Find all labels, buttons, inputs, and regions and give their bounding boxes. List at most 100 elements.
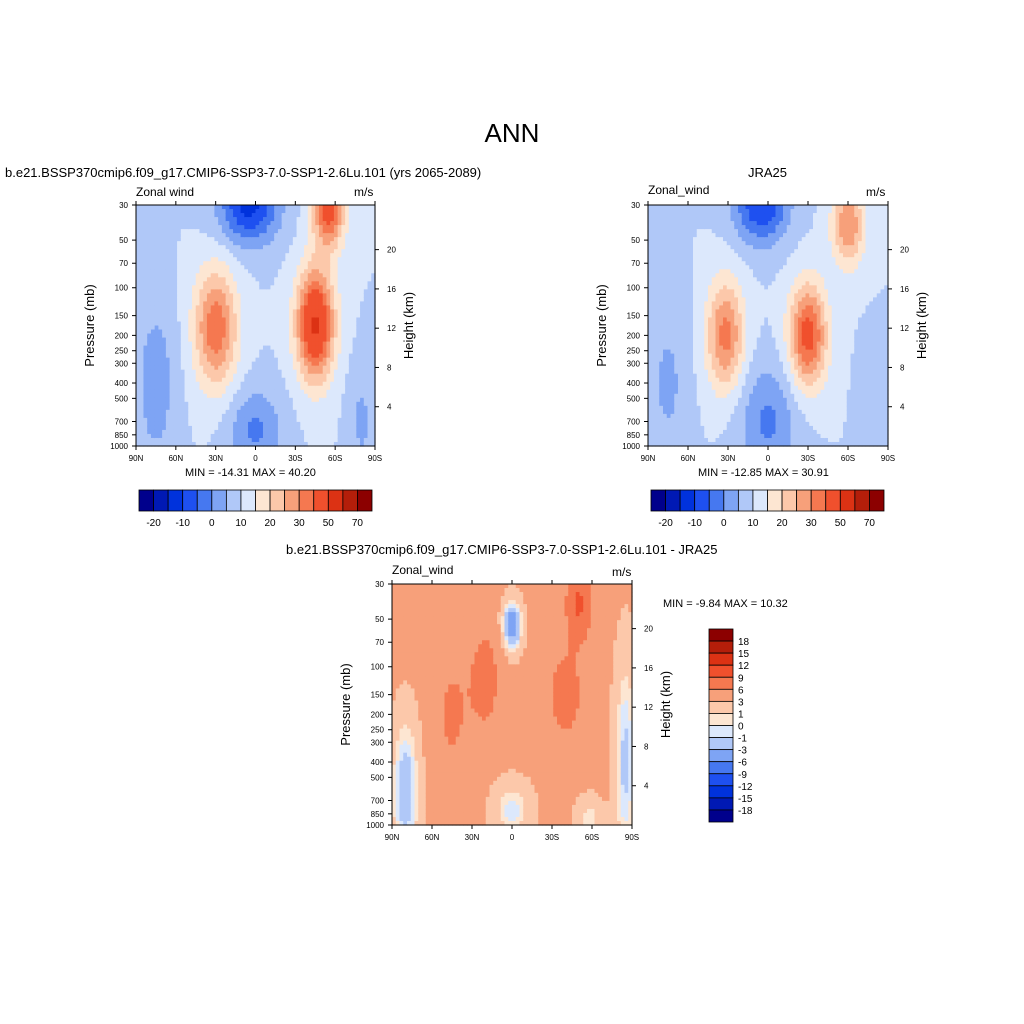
panel2-cell — [693, 433, 698, 439]
panel1-cell — [304, 377, 309, 383]
panel1-cell — [240, 313, 245, 319]
panel1-cell — [165, 421, 171, 427]
panel2-cell — [708, 225, 713, 230]
panel1-cell — [341, 317, 346, 323]
panel1-cell — [307, 241, 313, 246]
panel2-cell — [696, 429, 702, 435]
panel1-cell — [274, 233, 279, 238]
panel1-cell — [311, 429, 316, 435]
panel1-xtick-label: 30N — [208, 454, 223, 463]
panel1-cell — [199, 289, 204, 294]
panel2-cell — [681, 217, 687, 222]
panel2-cell — [678, 369, 683, 375]
panel1-cell — [292, 293, 298, 298]
panel1-cell — [218, 241, 223, 246]
panel1-cell — [218, 377, 223, 383]
panel2-cell — [704, 437, 709, 443]
panel1-cell — [352, 309, 357, 315]
panel1-cell — [177, 205, 182, 210]
panel1-cell — [371, 429, 376, 435]
panel2-cell — [663, 437, 668, 443]
panel2-cell — [693, 301, 698, 307]
panel2-cell — [681, 325, 687, 331]
panel1-cell — [367, 341, 372, 347]
panel2-cell — [666, 257, 672, 262]
panel2-cell — [663, 417, 668, 423]
panel2-cell — [700, 381, 705, 387]
panel2-cell — [708, 421, 713, 427]
panel1-cell — [292, 269, 298, 274]
panel1-cell — [203, 337, 208, 343]
panel2-cell — [651, 313, 657, 319]
panel2-cell — [708, 401, 713, 407]
panel2-cell — [670, 289, 675, 294]
panel1-cell — [259, 245, 264, 250]
panel1-cell — [259, 233, 264, 238]
panel1-cell — [162, 389, 167, 395]
panel1-cell — [289, 325, 294, 331]
panel2-cell — [696, 393, 702, 399]
panel2-cell — [678, 213, 683, 218]
panel1-cell — [150, 433, 156, 439]
panel1-cell — [292, 409, 298, 415]
panel1-cell — [337, 209, 342, 214]
panel1-cell — [345, 261, 350, 266]
panel1-cell — [139, 285, 145, 290]
panel1-cell — [139, 417, 145, 423]
panel1-cell — [162, 261, 167, 266]
panel1-cell — [262, 233, 268, 238]
panel2-cell — [704, 321, 709, 327]
panel2-cell — [708, 413, 713, 419]
panel2-cell — [655, 293, 660, 298]
panel2-cell — [648, 313, 653, 319]
panel1-cell — [326, 261, 331, 266]
panel1-cell — [218, 441, 223, 447]
panel1-cell — [315, 337, 320, 343]
panel1-cell — [262, 397, 268, 403]
panel1-cell — [192, 341, 197, 347]
panel1-cell — [304, 285, 309, 290]
panel1-cell — [345, 325, 350, 331]
panel1-cell — [139, 257, 145, 262]
panel1-cell — [289, 385, 294, 391]
panel1-cell — [154, 285, 159, 290]
panel1-cell — [341, 401, 346, 407]
panel1-cell — [259, 393, 264, 399]
panel2-cell — [693, 365, 698, 371]
panel1-cell — [165, 317, 171, 323]
panel1-cell — [304, 273, 309, 278]
panel1-cell — [162, 321, 167, 327]
panel1-cell — [192, 241, 197, 246]
panel1-cell — [281, 205, 286, 210]
panel1-cell — [173, 221, 178, 226]
panel2-cell — [678, 429, 683, 435]
panel1-cell — [169, 357, 174, 363]
panel2-cell — [674, 393, 679, 399]
panel1-cell — [318, 205, 324, 210]
panel1-cell — [240, 301, 245, 307]
panel1-cell — [244, 437, 249, 443]
panel2-cell — [678, 205, 683, 210]
panel1-cell — [255, 373, 260, 379]
panel2-cell — [689, 421, 694, 427]
panel1-cell — [266, 417, 272, 423]
panel2-cell — [674, 409, 679, 415]
panel2-cell — [700, 401, 705, 407]
panel1-cell — [315, 277, 320, 282]
panel2-cell — [704, 341, 709, 347]
panel1-cell — [304, 437, 309, 443]
panel1-cell — [158, 365, 163, 371]
panel2-cell — [659, 281, 664, 286]
panel1-cell — [206, 437, 212, 443]
panel1-cell — [274, 425, 279, 431]
panel1-cell — [304, 381, 309, 387]
panel2-cell — [651, 273, 657, 278]
panel1-cell — [270, 325, 275, 331]
panel1-cell — [333, 293, 339, 298]
panel2-cell — [670, 429, 675, 435]
panel1-cell — [154, 297, 159, 302]
panel1-cell — [154, 325, 159, 331]
panel2-cell — [659, 401, 664, 407]
panel1-cell — [330, 265, 335, 270]
panel1-cell — [158, 269, 163, 274]
